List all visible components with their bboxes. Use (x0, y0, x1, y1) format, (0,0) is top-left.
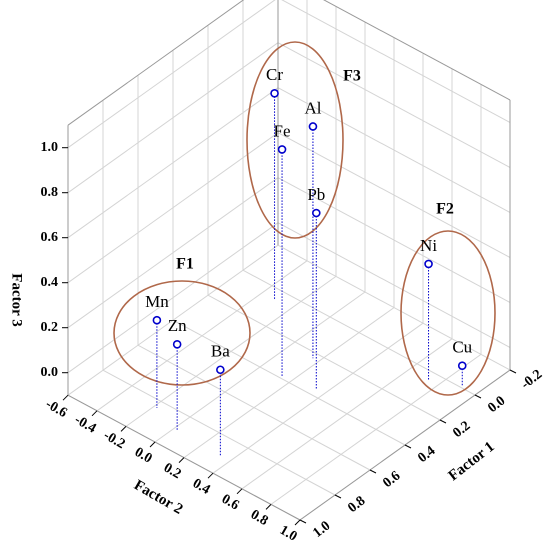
point-label: Ni (420, 236, 437, 255)
cluster-ellipse (113, 280, 251, 386)
tick-mark (404, 444, 412, 449)
tick-mark (439, 419, 447, 424)
point-label: Zn (168, 316, 187, 335)
tick-mark (294, 519, 301, 526)
x-tick-label: 0.2 (450, 418, 473, 441)
grid-line (67, 87, 279, 239)
y-tick-label: 0.6 (219, 492, 242, 514)
tick-mark (474, 394, 482, 399)
tick-mark (207, 472, 214, 479)
y-tick-label: 0.0 (132, 445, 155, 467)
point-label: Ba (211, 342, 230, 361)
z-tick-label: 1.0 (41, 140, 59, 155)
grid-line (67, 177, 279, 329)
grid-line (96, 260, 308, 412)
tick-mark (91, 410, 98, 417)
y-tick-label: 1.0 (277, 523, 300, 545)
grid-line (67, 244, 279, 396)
point (216, 365, 225, 375)
x-axis-title: Factor 1 (446, 439, 498, 485)
cluster-ellipse (400, 230, 496, 396)
point (457, 361, 467, 371)
grid-line (183, 307, 395, 459)
z-axis-title: Factor 3 (9, 273, 25, 326)
grid-line (67, 222, 279, 374)
tick-mark (509, 369, 517, 374)
point-label: Mn (145, 292, 169, 311)
x-tick-label: 0.8 (345, 493, 368, 516)
tick-mark (62, 394, 69, 401)
y-tick-label: -0.2 (101, 428, 128, 452)
tick-mark (299, 519, 307, 524)
tick-mark (149, 441, 156, 448)
box-edge (67, 0, 245, 126)
grid-line (277, 177, 511, 303)
point-label: Cu (452, 338, 472, 357)
grid-line (281, 0, 511, 123)
z-tick-label: 0.8 (41, 185, 59, 200)
grid-line (212, 322, 424, 474)
y-tick-label: -0.6 (43, 397, 70, 421)
grid-line (67, 132, 279, 284)
grid-line (67, 42, 279, 194)
grid-line (241, 338, 453, 490)
grid (67, 0, 511, 521)
tick-mark (334, 494, 342, 499)
grid-line (270, 353, 482, 505)
point (152, 315, 162, 325)
cluster-ellipse (246, 41, 344, 239)
annotation: F2 (436, 201, 454, 218)
tick-mark (265, 504, 272, 510)
z-tick-label: 0.0 (41, 365, 59, 380)
tick-mark (236, 488, 243, 495)
x-tick-label: 0.6 (380, 468, 403, 491)
x-tick-label: -0.2 (518, 367, 545, 392)
grid-line (277, 132, 511, 258)
grid-line (67, 0, 276, 149)
point (270, 89, 279, 98)
grid-line (277, 87, 511, 213)
point (172, 340, 182, 349)
x-tick-label: 1.0 (310, 518, 333, 541)
y-tick-label: 0.4 (190, 476, 213, 498)
point (424, 259, 433, 269)
tick-mark (369, 469, 377, 474)
annotation: F3 (343, 68, 361, 85)
point-label: Fe (274, 121, 291, 140)
point-label: Pb (307, 185, 325, 204)
y-axis-title: Factor 2 (131, 477, 185, 518)
tick-mark (120, 426, 127, 432)
z-tick-label: 0.2 (41, 320, 59, 335)
point (308, 122, 318, 131)
x-tick-label: 0.4 (415, 443, 438, 466)
point (277, 145, 287, 154)
point-label: Cr (266, 65, 283, 84)
box-edge (323, 0, 511, 101)
y-tick-label: 0.8 (248, 507, 271, 529)
grid-line (154, 291, 366, 443)
annotation: F1 (176, 256, 194, 273)
z-tick-label: 0.4 (41, 275, 59, 290)
y-tick-label: 0.2 (161, 460, 184, 482)
tick-mark (178, 457, 185, 463)
point-label: Al (304, 98, 321, 117)
z-tick-label: 0.6 (41, 230, 59, 245)
y-tick-label: -0.4 (72, 413, 99, 437)
point (311, 208, 321, 218)
x-tick-label: 0.0 (485, 393, 508, 416)
grid-line (125, 275, 337, 427)
grid-line (277, 42, 511, 168)
